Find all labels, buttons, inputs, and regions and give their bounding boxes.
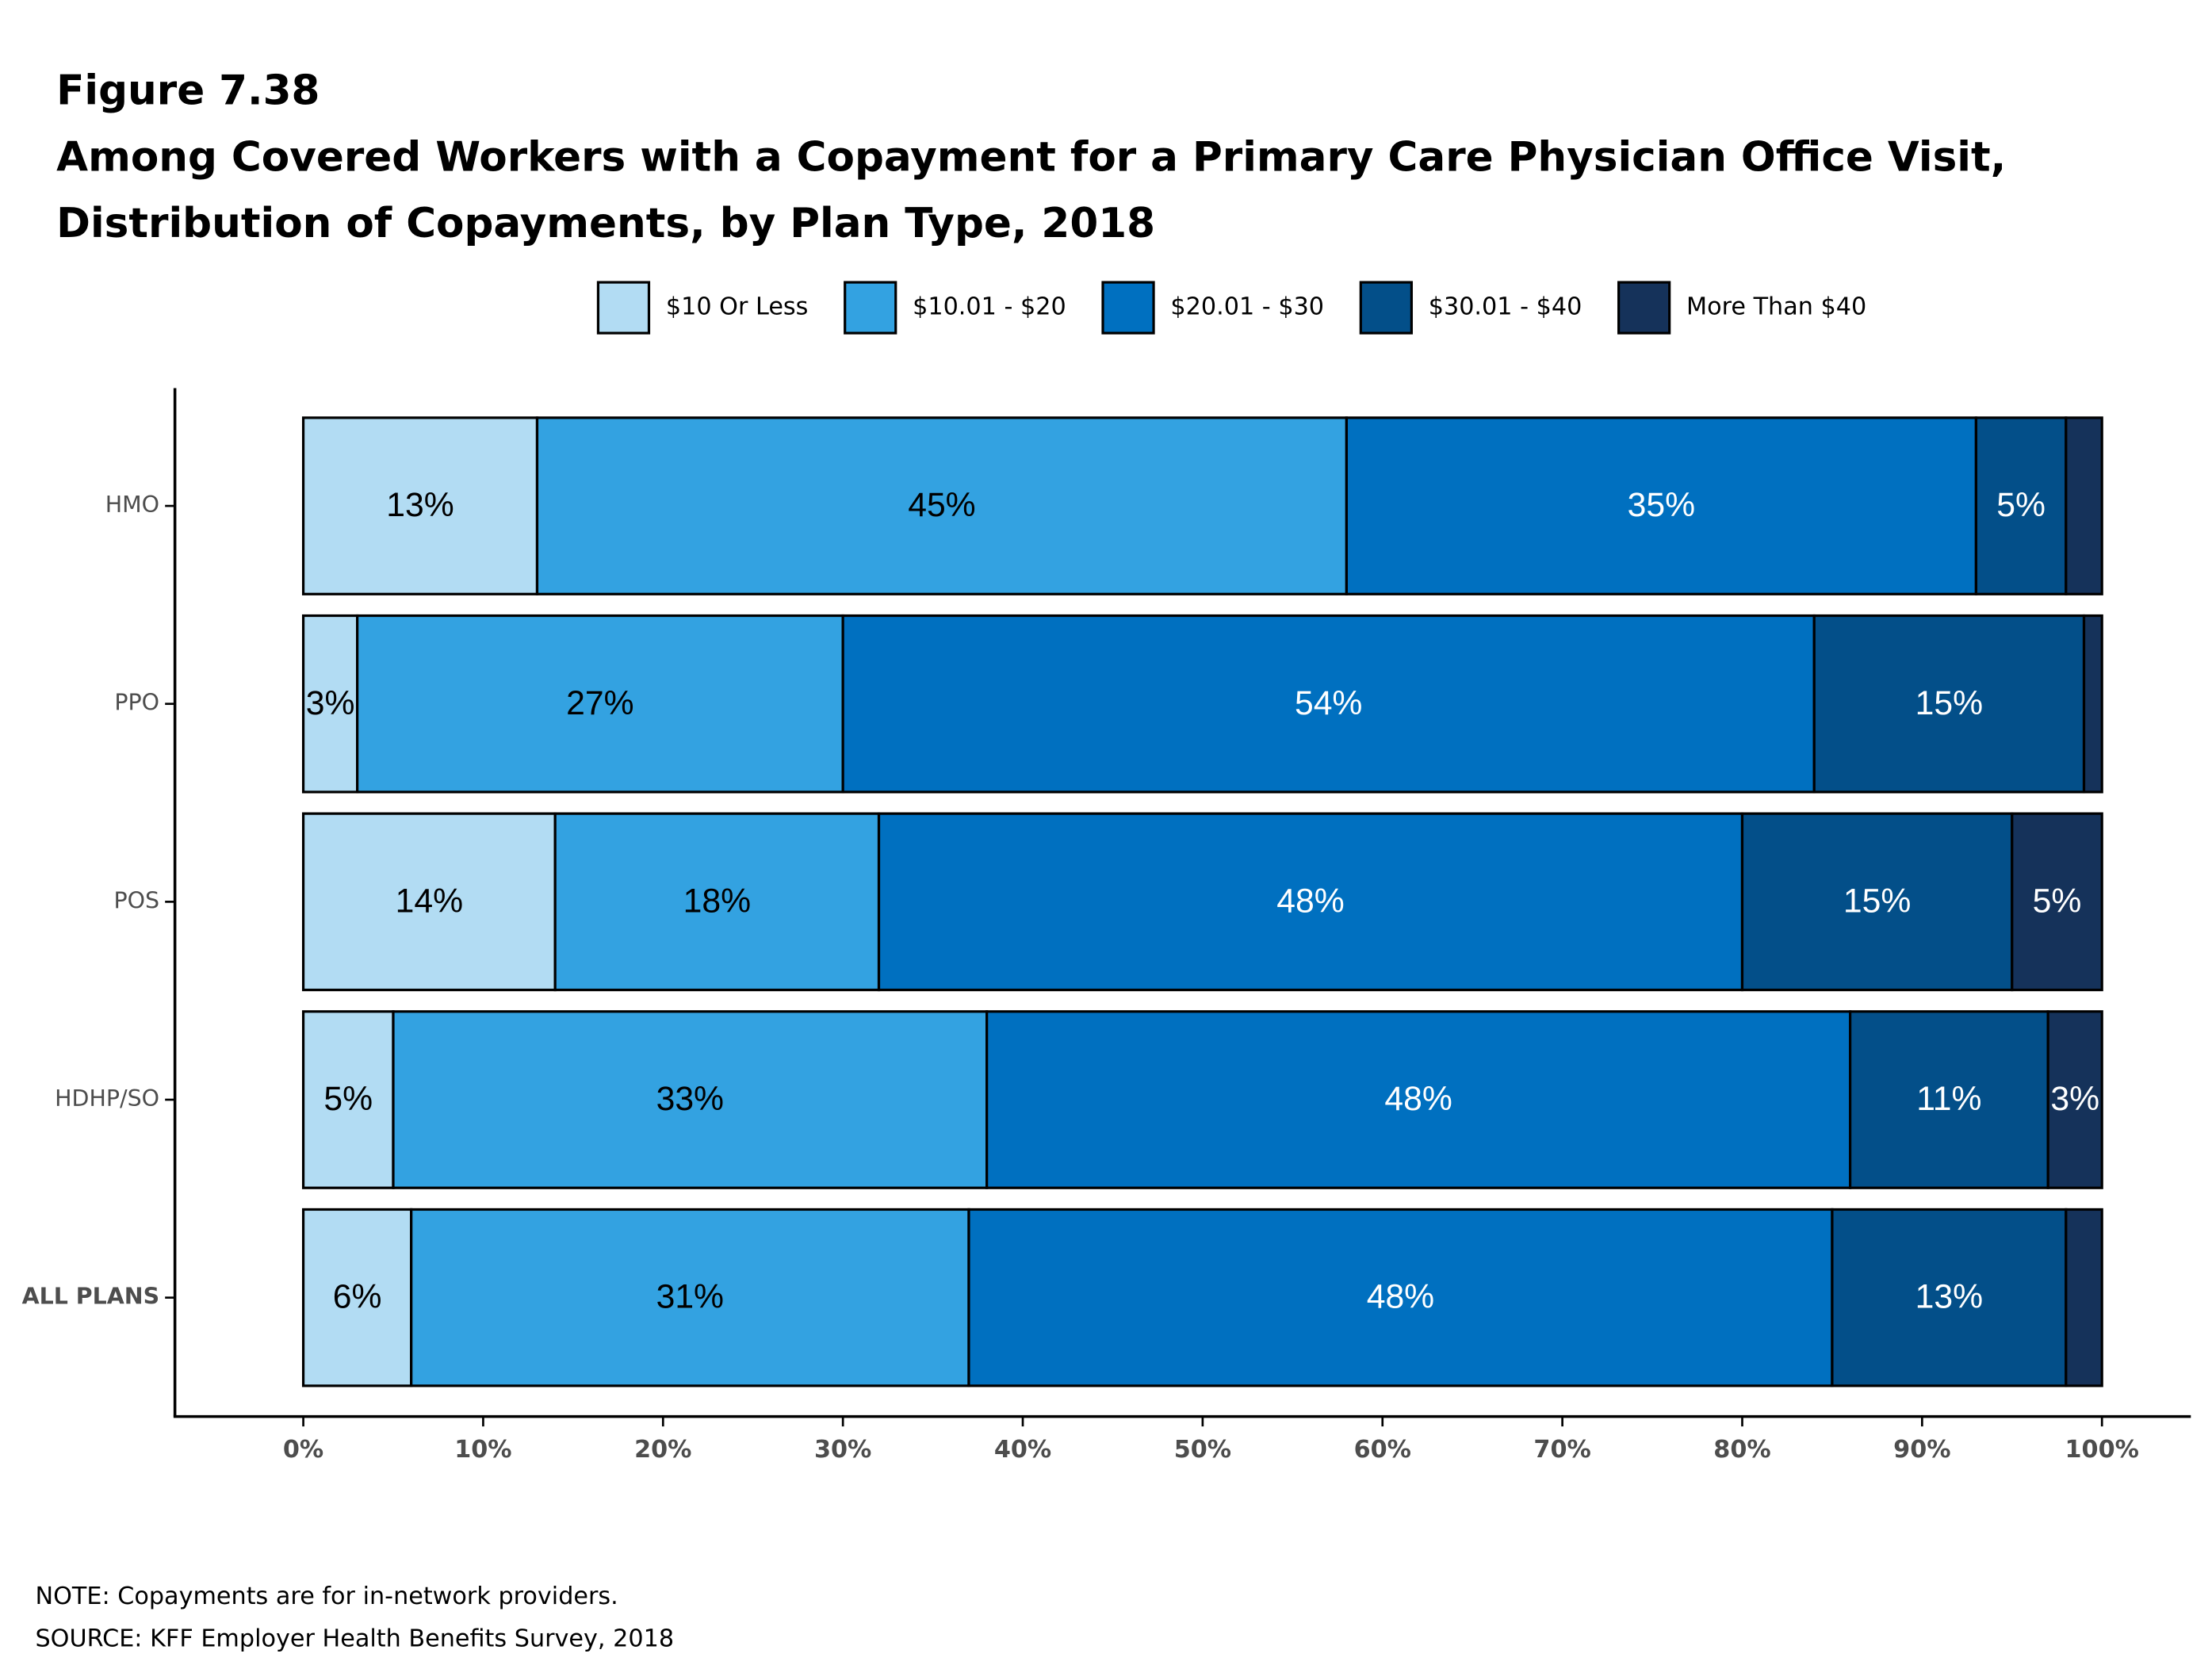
bar-segment [2065, 1208, 2103, 1388]
bar-segment [1345, 416, 1978, 595]
x-tick-label: 10% [454, 1436, 511, 1464]
bar-segment [2065, 416, 2103, 595]
bar-segment [2082, 614, 2103, 794]
legend-label: $30.01 - $40 [1429, 293, 1582, 321]
bar-segment [1848, 1010, 2049, 1189]
data-label: 27% [566, 684, 633, 722]
data-label: 13% [386, 486, 453, 524]
note: NOTE: Copayments are for in-network prov… [35, 1583, 618, 1610]
bar-segment [2011, 812, 2103, 992]
bar-segment [301, 812, 557, 992]
data-label: 18% [683, 882, 751, 920]
data-label: 48% [1276, 882, 1344, 920]
bar-segment [392, 1010, 989, 1189]
data-label: 48% [1367, 1278, 1434, 1316]
data-label: 13% [1915, 1278, 1983, 1316]
bar-segment [301, 416, 539, 595]
x-tick-label: 70% [1533, 1436, 1590, 1464]
x-tick-label: 30% [814, 1436, 871, 1464]
y-tick-label: ALL PLANS [22, 1284, 160, 1310]
data-label: 54% [1295, 684, 1362, 722]
data-label: 5% [1996, 486, 2046, 524]
legend-swatch [596, 281, 651, 335]
x-tick-label: 100% [2065, 1436, 2139, 1464]
chart-subtitle: Distribution of Copayments, by Plan Type… [56, 200, 1155, 247]
legend-label: $20.01 - $30 [1170, 293, 1324, 321]
x-tick-label: 40% [994, 1436, 1051, 1464]
bar-segment [985, 1010, 1852, 1189]
legend-swatch [1359, 281, 1413, 335]
data-label: 48% [1384, 1080, 1452, 1118]
bar-segment [1831, 1208, 2068, 1388]
x-tick-label: 80% [1713, 1436, 1770, 1464]
figure-label: Figure 7.38 [56, 67, 320, 115]
legend-label: $10.01 - $20 [913, 293, 1066, 321]
bar-segment [841, 614, 1816, 794]
legend-swatch [844, 281, 897, 335]
data-label: 5% [323, 1080, 373, 1118]
data-label: 45% [908, 486, 975, 524]
x-tick-label: 90% [1893, 1436, 1950, 1464]
chart-title: Among Covered Workers with a Copayment f… [56, 133, 2006, 181]
y-tick-label: POS [113, 887, 159, 913]
data-label: 31% [656, 1278, 724, 1316]
x-tick-label: 0% [283, 1436, 323, 1464]
bar-segment [301, 1010, 395, 1189]
bar-segment [356, 614, 844, 794]
data-label: 15% [1843, 882, 1911, 920]
bar-segment [301, 1208, 413, 1388]
data-label: 3% [306, 684, 355, 722]
data-label: 35% [1628, 486, 1695, 524]
bar-segment [535, 416, 1348, 595]
bar-segment [877, 812, 1744, 992]
data-label: 3% [2050, 1080, 2099, 1118]
x-tick-label: 20% [634, 1436, 691, 1464]
x-tick-label: 60% [1354, 1436, 1411, 1464]
y-tick-label: HDHP/SO [55, 1085, 159, 1112]
data-label: 15% [1915, 684, 1983, 722]
y-tick-label: HMO [105, 492, 159, 518]
legend-swatch [1101, 281, 1155, 335]
data-label: 11% [1916, 1080, 1981, 1118]
data-label: 14% [396, 882, 463, 920]
y-tick-label: PPO [114, 690, 159, 716]
bar-segment [553, 812, 881, 992]
bar-segment [410, 1208, 970, 1388]
source: SOURCE: KFF Employer Health Benefits Sur… [35, 1625, 674, 1652]
data-label: 6% [333, 1278, 382, 1316]
data-label: 33% [656, 1080, 724, 1118]
bar-segment [967, 1208, 1834, 1388]
bar-segment [1812, 614, 2086, 794]
legend-label: $10 Or Less [666, 293, 809, 321]
legend-label: More Than $40 [1686, 293, 1866, 321]
legend-swatch [1617, 281, 1671, 335]
bar-segment [2046, 1010, 2103, 1189]
data-label: 5% [2033, 882, 2082, 920]
x-tick-label: 50% [1174, 1436, 1231, 1464]
